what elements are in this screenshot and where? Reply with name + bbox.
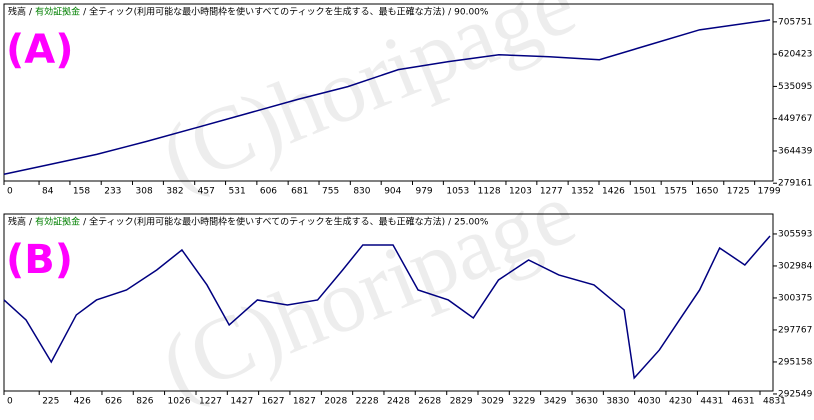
x-tick-label: 3630 (575, 397, 598, 407)
header-item: 有効証拠金 (35, 216, 80, 228)
header-item: 残高 (8, 216, 26, 228)
y-tick-label: 305593 (778, 229, 812, 239)
x-tick-label: 308 (136, 187, 153, 197)
x-tick-label: 1227 (199, 397, 222, 407)
x-tick-label: 2428 (387, 397, 410, 407)
x-tick-label: 233 (104, 187, 121, 197)
x-tick-label: 3029 (481, 397, 504, 407)
x-tick-label: 4631 (732, 397, 755, 407)
x-tick-label: 3830 (606, 397, 629, 407)
header-item: 25.00% (454, 218, 489, 228)
x-tick-label: 681 (291, 187, 308, 197)
x-tick-label: 1426 (602, 187, 625, 197)
x-tick-label: 382 (166, 187, 183, 197)
x-tick-label: 826 (136, 397, 153, 407)
x-tick-label: 606 (260, 187, 277, 197)
x-tick-label: 1827 (293, 397, 316, 407)
header-separator: / (448, 218, 452, 228)
x-tick-label: 1053 (446, 187, 469, 197)
balance-line (3, 235, 771, 380)
x-tick-label: 4230 (669, 397, 692, 407)
chart-label: (B) (6, 237, 73, 283)
chart-label: (A) (6, 27, 74, 73)
x-tick-label: 531 (229, 187, 246, 197)
x-tick-label: 1799 (758, 187, 781, 197)
x-tick-label: 1277 (540, 187, 563, 197)
x-tick-label: 979 (415, 187, 432, 197)
y-tick-label: 620423 (778, 50, 812, 60)
x-tick-label: 2228 (356, 397, 379, 407)
y-tick-label: 302984 (778, 261, 813, 271)
plot-frame (3, 3, 774, 182)
x-tick-label: 1725 (727, 187, 750, 197)
header-separator: / (29, 218, 33, 228)
y-tick-label: 292549 (778, 389, 813, 399)
x-tick-label: 904 (384, 187, 401, 197)
x-tick-label: 3229 (512, 397, 535, 407)
x-tick-label: 1203 (509, 187, 532, 197)
header-item: 全ティック(利用可能な最小時間枠を使いすべてのティックを生成する、最も正確な方法… (89, 6, 445, 18)
header-item: 残高 (8, 6, 26, 18)
x-tick-label: 4831 (763, 397, 786, 407)
y-tick-label: 295158 (778, 357, 813, 367)
x-tick-label: 457 (198, 187, 215, 197)
header-separator: / (83, 218, 87, 228)
x-tick-label: 1650 (695, 187, 718, 197)
x-tick-label: 2628 (418, 397, 441, 407)
x-tick-label: 830 (353, 187, 370, 197)
y-tick-label: 300375 (778, 293, 812, 303)
x-tick-label: 158 (73, 187, 90, 197)
x-tick-label: 626 (105, 397, 122, 407)
x-tick-label: 3429 (544, 397, 567, 407)
header-separator: / (29, 8, 33, 18)
x-tick-label: 1501 (633, 187, 656, 197)
x-tick-label: 1575 (664, 187, 687, 197)
y-tick-label: 535095 (778, 82, 812, 92)
y-tick-label: 364439 (778, 146, 813, 156)
x-tick-label: 426 (74, 397, 91, 407)
y-tick-label: 449767 (778, 114, 812, 124)
x-tick-label: 4431 (700, 397, 723, 407)
header-item: 全ティック(利用可能な最小時間枠を使いすべてのティックを生成する、最も正確な方法… (89, 216, 445, 228)
header-item: 90.00% (454, 8, 489, 18)
header-item: 有効証拠金 (35, 6, 80, 18)
balance-line (3, 19, 771, 175)
header-separator: / (448, 8, 452, 18)
y-tick-label: 279161 (778, 179, 812, 189)
x-tick-label: 2028 (324, 397, 347, 407)
x-tick-label: 1427 (230, 397, 253, 407)
x-tick-label: 1128 (478, 187, 501, 197)
x-tick-label: 4030 (638, 397, 661, 407)
header-separator: / (83, 8, 87, 18)
y-tick-label: 705751 (778, 17, 812, 27)
x-tick-label: 1026 (168, 397, 191, 407)
plot-frame (3, 213, 774, 392)
x-tick-label: 1627 (262, 397, 285, 407)
y-tick-label: 297767 (778, 325, 812, 335)
x-tick-label: 84 (42, 187, 54, 197)
x-tick-label: 0 (7, 187, 13, 197)
x-tick-label: 225 (42, 397, 59, 407)
x-tick-label: 1352 (571, 187, 594, 197)
x-tick-label: 2829 (450, 397, 473, 407)
x-tick-label: 755 (322, 187, 339, 197)
x-tick-label: 0 (7, 397, 13, 407)
